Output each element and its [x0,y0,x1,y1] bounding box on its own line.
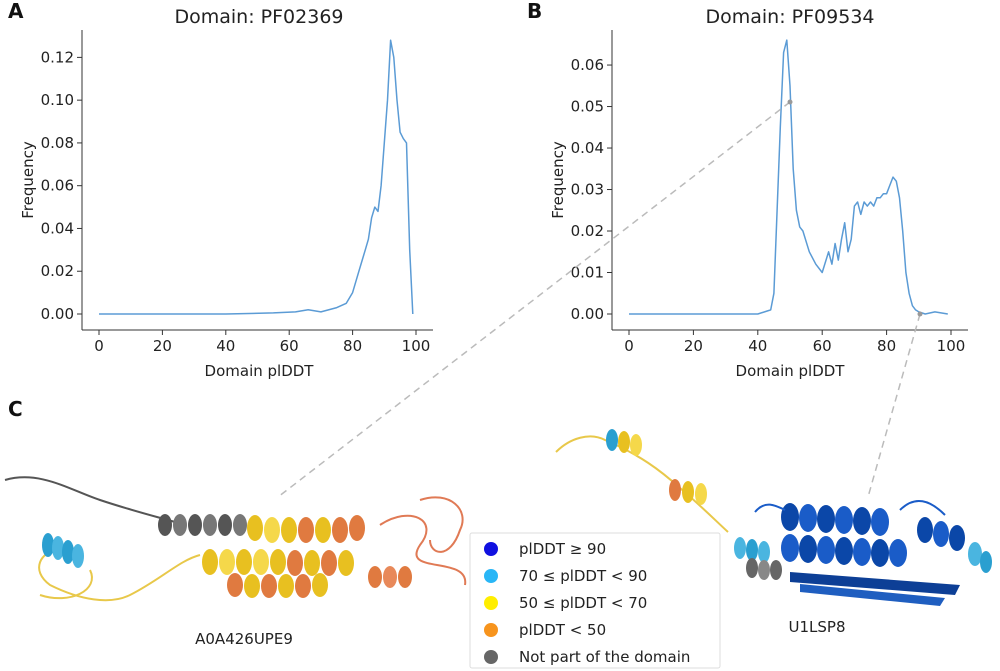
panel-a-title: Domain: PF02369 [175,6,344,28]
connector-line-left [277,101,791,498]
helix-light-blue-right [734,537,770,563]
disordered-tail [4,476,176,523]
legend-label: plDDT < 50 [519,621,606,639]
helix-yellow-orange [669,479,707,505]
y-tick-label: 0.02 [41,262,74,280]
legend-swatch [484,623,498,637]
panel-b-letter: B [527,0,542,23]
y-tick-label: 0.08 [41,134,74,152]
x-tick-label: 40 [748,337,767,355]
legend-frame [469,532,721,669]
connector-marker-right [917,311,923,317]
x-tick-label: 80 [343,337,362,355]
panel-b-xlabel: Domain plDDT [736,362,846,380]
coil-tail-right [555,435,729,533]
protein-label-left: A0A426UPE9 [195,630,293,648]
y-tick-label: 0.06 [571,56,604,74]
legend-swatch [484,569,498,583]
coil-loop-left [38,547,201,602]
y-tick-label: 0.03 [571,181,604,199]
panel-a-series-line [99,39,414,315]
legend-label: Not part of the domain [519,648,690,666]
protein-label-right: U1LSP8 [789,618,846,636]
x-tick-label: 40 [216,337,235,355]
protein-structure-left: A0A426UPE9 [4,476,467,648]
y-tick-label: 0.06 [41,177,74,195]
x-tick-label: 20 [684,337,703,355]
y-tick-label: 0.04 [41,219,74,237]
panel-a-letter: A [8,0,24,23]
coil-loop-right [379,496,467,586]
helix-bundle [202,515,412,598]
x-tick-label: 80 [877,337,896,355]
legend-swatch [484,596,498,610]
x-tick-label: 100 [402,337,431,355]
x-tick-label: 0 [94,337,104,355]
x-tick-label: 100 [937,337,966,355]
y-tick-label: 0.02 [571,222,604,240]
panel-b-series-line [629,39,948,315]
y-tick-label: 0.04 [571,139,604,157]
y-tick-label: 0.00 [571,305,604,323]
panel-a-ylabel: Frequency [19,141,37,219]
y-tick-label: 0.01 [571,264,604,282]
dark-blue-domain [754,500,992,606]
panel-c-letter: C [8,397,23,421]
y-tick-label: 0.00 [41,305,74,323]
helix-yellow-small [606,429,642,456]
y-tick-label: 0.05 [571,98,604,116]
x-tick-label: 60 [280,337,299,355]
helix-light-blue [42,533,84,568]
helix-grey-right [746,558,782,580]
panel-b-title: Domain: PF09534 [706,6,875,28]
legend-label: 70 ≤ plDDT < 90 [519,567,647,585]
y-tick-label: 0.12 [41,48,74,66]
x-tick-label: 0 [624,337,634,355]
y-tick-label: 0.10 [41,91,74,109]
x-tick-label: 60 [813,337,832,355]
x-tick-label: 20 [153,337,172,355]
legend-swatch [484,542,498,556]
connector-marker-left [787,99,793,105]
legend-label: plDDT ≥ 90 [519,540,606,558]
helix-grey [158,514,247,536]
legend-swatch [484,650,498,664]
panel-a-xlabel: Domain plDDT [205,362,315,380]
connector-line-right [867,313,921,498]
protein-structure-right: U1LSP8 [555,429,992,636]
legend: plDDT ≥ 90 70 ≤ plDDT < 90 50 ≤ plDDT < 70… [469,532,721,669]
legend-label: 50 ≤ plDDT < 70 [519,594,647,612]
panel-b-ylabel: Frequency [549,141,567,219]
coil-loop-lower [39,569,93,600]
panel-a-chart: A Domain: PF02369 Domain plDDT Frequency… [8,0,433,380]
panel-b-chart: B Domain: PF09534 Domain plDDT Frequency… [527,0,968,380]
